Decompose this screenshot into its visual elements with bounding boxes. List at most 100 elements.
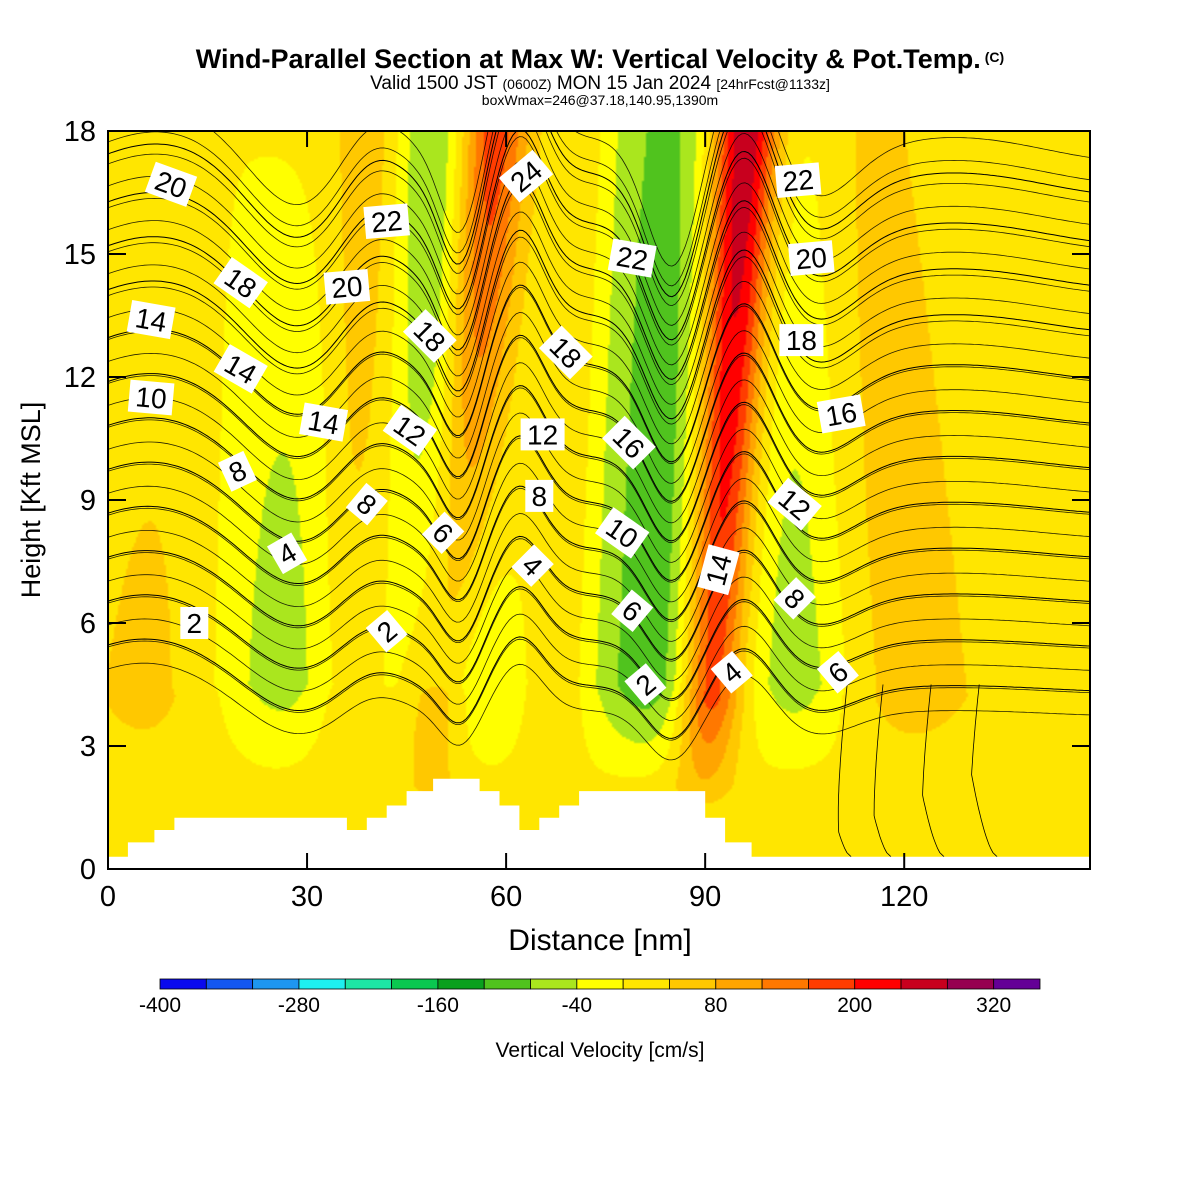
colorbar-label: Vertical Velocity [cm/s] <box>496 1039 705 1062</box>
contour-label-text: 12 <box>527 419 558 450</box>
contour-label-box <box>345 482 388 526</box>
contour-label-box <box>266 532 308 575</box>
contour-label: 8 <box>525 479 554 512</box>
colorbar-tick-label: -280 <box>278 994 320 1017</box>
theta-contour-minor <box>108 563 1090 682</box>
theta-contour-minor <box>108 588 1090 702</box>
theta-contour-minor <box>108 236 1090 425</box>
theta-contour-minor <box>108 337 1090 504</box>
theta-contour-20 <box>108 179 1090 380</box>
theta-contour-minor <box>108 261 1090 445</box>
theta-contour-6 <box>108 535 1090 660</box>
y-tick-label: 3 <box>80 731 96 763</box>
colorbar-swatch <box>576 978 624 990</box>
theta-contour-minor <box>108 412 1090 563</box>
theta-contour-22 <box>108 131 1090 341</box>
contour-label-box <box>213 256 268 309</box>
colorbar-swatch <box>344 978 392 990</box>
contour-label: 14 <box>299 402 349 442</box>
contour-label-box <box>498 149 554 203</box>
theta-contour-14 <box>108 334 1090 502</box>
contour-label: 20 <box>323 268 371 305</box>
x-tick-label: 30 <box>291 881 323 913</box>
colorbar-tick-label: 80 <box>704 994 727 1017</box>
contour-label-box <box>602 415 656 470</box>
copyright-mark: (C) <box>984 49 1005 65</box>
theta-contour-minor <box>108 362 1090 524</box>
contour-label-box <box>595 507 650 559</box>
contour-label: 14 <box>126 300 176 340</box>
contour-label-box <box>299 402 349 442</box>
colorbar-tick-label: -40 <box>562 994 592 1017</box>
theta-contour-8 <box>108 485 1090 621</box>
x-tick-label: 0 <box>100 881 116 913</box>
contour-label-box <box>217 450 257 492</box>
theta-contour-minor <box>108 286 1090 465</box>
contour-label-box <box>382 404 438 457</box>
contour-label-box <box>816 650 859 694</box>
contour-label-box <box>774 162 822 199</box>
contour-label-text: 22 <box>781 164 815 198</box>
contour-label-box <box>607 238 657 278</box>
terrain <box>108 778 1090 869</box>
theta-contour-surface <box>922 684 945 857</box>
x-tick-label: 60 <box>490 881 522 913</box>
contour-label: 20 <box>787 240 835 276</box>
theta-contour-minor <box>212 131 1090 267</box>
colorbar: -400 -280 -160 -40 80 200 320 <box>139 978 1041 1017</box>
theta-contour-minor <box>108 513 1090 642</box>
theta-contour-minor <box>108 638 1090 741</box>
colorbar-tick-label: 320 <box>976 994 1011 1017</box>
contour-label-text: 8 <box>532 481 548 512</box>
contour-label-box <box>624 663 667 706</box>
y-tick-label: 12 <box>64 362 96 394</box>
contour-label-text: 2 <box>187 608 203 639</box>
theta-contour-minor <box>108 186 1090 386</box>
theta-contour-24 <box>108 131 1090 298</box>
x-axis-label: Distance [nm] <box>508 924 691 957</box>
theta-contour-minor <box>108 437 1090 583</box>
y-tick-label: 0 <box>80 854 96 886</box>
theta-contour-surface <box>971 684 998 857</box>
contour-label-box <box>363 203 411 240</box>
y-tick-label: 9 <box>80 485 96 517</box>
theta-contour-minor <box>108 312 1090 484</box>
contour-label: 6 <box>611 589 654 632</box>
contour-label-box <box>787 240 835 276</box>
axis-ticks: 0 30 60 90 120 0 3 6 9 12 15 18 <box>64 116 1090 913</box>
colorbar-swatch <box>808 978 856 990</box>
contour-label: 10 <box>127 379 175 416</box>
y-axis-label: Height [Kft MSL] <box>16 402 46 599</box>
y-tick-label: 6 <box>80 608 96 640</box>
theta-contour-surface <box>837 684 852 857</box>
contour-label-box <box>323 268 371 305</box>
contour-label-box <box>520 418 565 451</box>
contour-label: 22 <box>774 162 822 199</box>
contour-label-box <box>767 477 822 531</box>
colorbar-swatch <box>298 978 346 990</box>
theta-contour-minor <box>108 538 1090 662</box>
theta-contour-16 <box>108 284 1090 463</box>
colorbar-swatch <box>437 978 485 990</box>
contour-label: 18 <box>779 324 824 357</box>
colorbar-swatch <box>993 978 1041 990</box>
colorbar-swatch <box>205 978 254 990</box>
theta-contour-2 <box>108 636 1090 739</box>
contour-label-box <box>816 394 866 434</box>
contour-label-text: 22 <box>370 205 404 239</box>
contour-label-box <box>773 577 816 620</box>
colorbar-swatch <box>669 978 717 990</box>
theta-contour-minor <box>108 131 1090 307</box>
theta-contour-surface <box>873 684 892 857</box>
contour-label-box <box>421 511 465 555</box>
theta-contour-minor <box>108 662 1090 761</box>
colorbar-swatch <box>854 978 902 990</box>
theta-contour-18 <box>108 229 1090 420</box>
contour-label-text: 22 <box>614 241 650 277</box>
contour-label: 22 <box>363 203 411 240</box>
y-tick-label: 15 <box>64 239 96 271</box>
colorbar-tick-label: 200 <box>837 994 872 1017</box>
chart-title: Wind-Parallel Section at Max W: Vertical… <box>195 44 1005 74</box>
contour-label-box <box>697 544 740 596</box>
